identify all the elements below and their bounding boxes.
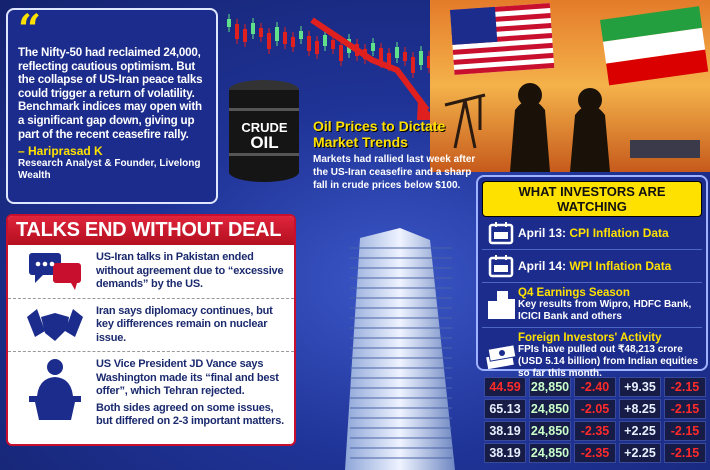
ticker-cell: +8.25 <box>619 399 661 419</box>
quote-author: – Hariprasad K <box>18 144 103 159</box>
candle <box>299 31 303 39</box>
us-iran-flags-image <box>430 0 710 172</box>
oil-text: Markets had rallied last week after the … <box>313 154 476 191</box>
analyst-quote-box: “ The Nifty-50 had reclaimed 24,000, ref… <box>6 8 218 204</box>
ticker-row: 65.13 24,850 -2.05 +8.25 -2.15 <box>484 399 706 419</box>
candle <box>387 53 391 66</box>
quote-author-role: Research Analyst & Founder, Livelong Wea… <box>18 158 201 182</box>
talks-item: US Vice President JD Vance says Washingt… <box>8 352 294 435</box>
candle <box>371 43 375 51</box>
podium-speaker-icon <box>14 358 96 422</box>
investor-item: April 13: CPI Inflation Data <box>482 217 702 250</box>
candle <box>267 33 271 49</box>
ticker-cell: -2.05 <box>574 399 616 419</box>
ticker-cell: -2.15 <box>664 443 706 463</box>
ticker-cell: -2.15 <box>664 377 706 397</box>
investor-item-text: Key results from Wipro, HDFC Bank, ICICI… <box>518 299 692 322</box>
investor-item-date: April 13: <box>518 226 567 240</box>
candle <box>307 36 311 51</box>
ticker-row: 38.19 24,850 -2.35 +2.25 -2.15 <box>484 443 706 463</box>
ticker-cell: 65.13 <box>484 399 526 419</box>
ticker-cell: 44.59 <box>484 377 526 397</box>
candle <box>291 37 295 47</box>
market-ticker-board: 44.59 28,850 -2.40 +9.35 -2.15 65.13 24,850 -2.… <box>484 377 706 465</box>
calendar-icon <box>484 254 518 278</box>
candle <box>235 24 239 39</box>
investor-item: April 14: WPI Inflation Data <box>482 250 702 283</box>
candlestick-chart-graphic <box>227 14 437 120</box>
calendar-icon <box>484 221 518 245</box>
stock-exchange-building-image <box>345 228 455 470</box>
ticker-cell: -2.15 <box>664 399 706 419</box>
candle <box>379 48 383 63</box>
investor-item-text: FPIs have pulled out ₹48,213 crore (USD … <box>518 344 699 379</box>
ticker-row: 44.59 28,850 -2.40 +9.35 -2.15 <box>484 377 706 397</box>
oil-headline: Oil Prices to Dictate Market Trends <box>313 118 446 150</box>
talks-panel: TALKS END WITHOUT DEAL US-Iran talks in … <box>6 214 296 446</box>
investor-item: Q4 Earnings Season Key results from Wipro… <box>482 283 702 328</box>
money-stack-icon <box>484 343 518 369</box>
candle <box>419 51 423 65</box>
oil-pump-icon <box>444 93 486 149</box>
ticker-row: 38.19 24,850 -2.35 +2.25 -2.15 <box>484 421 706 441</box>
investor-item-label: Foreign Investors' Activity <box>518 332 662 344</box>
candle <box>283 32 287 44</box>
ticker-cell: 24,850 <box>529 399 571 419</box>
candle <box>243 29 247 42</box>
talks-title: TALKS END WITHOUT DEAL <box>8 216 294 245</box>
buildings-icon <box>484 289 518 321</box>
candle <box>323 35 327 46</box>
crude-oil-barrel-icon: CRUDE OIL <box>227 78 302 183</box>
ticker-cell: 28,850 <box>529 377 571 397</box>
candle <box>315 41 319 54</box>
investor-item-label: Q4 Earnings Season <box>518 287 630 299</box>
candle <box>403 52 407 61</box>
quote-text: The Nifty-50 had reclaimed 24,000, refle… <box>18 46 203 141</box>
investors-title: WHAT INVESTORS ARE WATCHING <box>482 181 702 217</box>
candle <box>339 45 343 61</box>
candle <box>411 57 415 73</box>
candle <box>251 23 255 34</box>
talks-item-extra: Both sides agreed on some issues, but di… <box>96 401 284 428</box>
talks-item: US-Iran talks in Pakistan ended without … <box>8 245 294 299</box>
ticker-cell: +2.25 <box>619 421 661 441</box>
quote-mark-icon: “ <box>18 6 42 53</box>
investor-item-label: CPI Inflation Data <box>569 226 669 240</box>
ticker-cell: 38.19 <box>484 443 526 463</box>
candle <box>331 40 335 49</box>
talks-item: Iran says diplomacy continues, but key d… <box>8 299 294 352</box>
ticker-cell: -2.35 <box>574 443 616 463</box>
talks-item-text: US-Iran talks in Pakistan ended without … <box>96 251 284 290</box>
ticker-cell: -2.35 <box>574 421 616 441</box>
ticker-cell: 24,850 <box>529 421 571 441</box>
handshake-icon <box>14 305 96 345</box>
barrel-label: OIL <box>250 133 279 152</box>
ticker-cell: +2.25 <box>619 443 661 463</box>
investor-item: Foreign Investors' Activity FPIs have pul… <box>482 328 702 384</box>
chat-bubbles-icon <box>14 251 96 291</box>
investor-item-date: April 14: <box>518 259 567 273</box>
ticker-cell: +9.35 <box>619 377 661 397</box>
ticker-cell: -2.40 <box>574 377 616 397</box>
barrel-label: CRUDE <box>241 120 288 135</box>
investors-panel: WHAT INVESTORS ARE WATCHING April 13: CP… <box>476 175 708 379</box>
candle <box>227 19 231 27</box>
talks-item-text: Iran says diplomacy continues, but key d… <box>96 304 273 344</box>
investor-item-label: WPI Inflation Data <box>569 259 672 273</box>
ticker-cell: -2.15 <box>664 421 706 441</box>
ticker-cell: 38.19 <box>484 421 526 441</box>
candle <box>275 27 279 41</box>
talks-item-text: US Vice President JD Vance says Washingt… <box>96 358 279 397</box>
candle <box>395 47 399 58</box>
ticker-cell: 24,850 <box>529 443 571 463</box>
candle <box>427 56 431 68</box>
candle <box>259 28 263 37</box>
